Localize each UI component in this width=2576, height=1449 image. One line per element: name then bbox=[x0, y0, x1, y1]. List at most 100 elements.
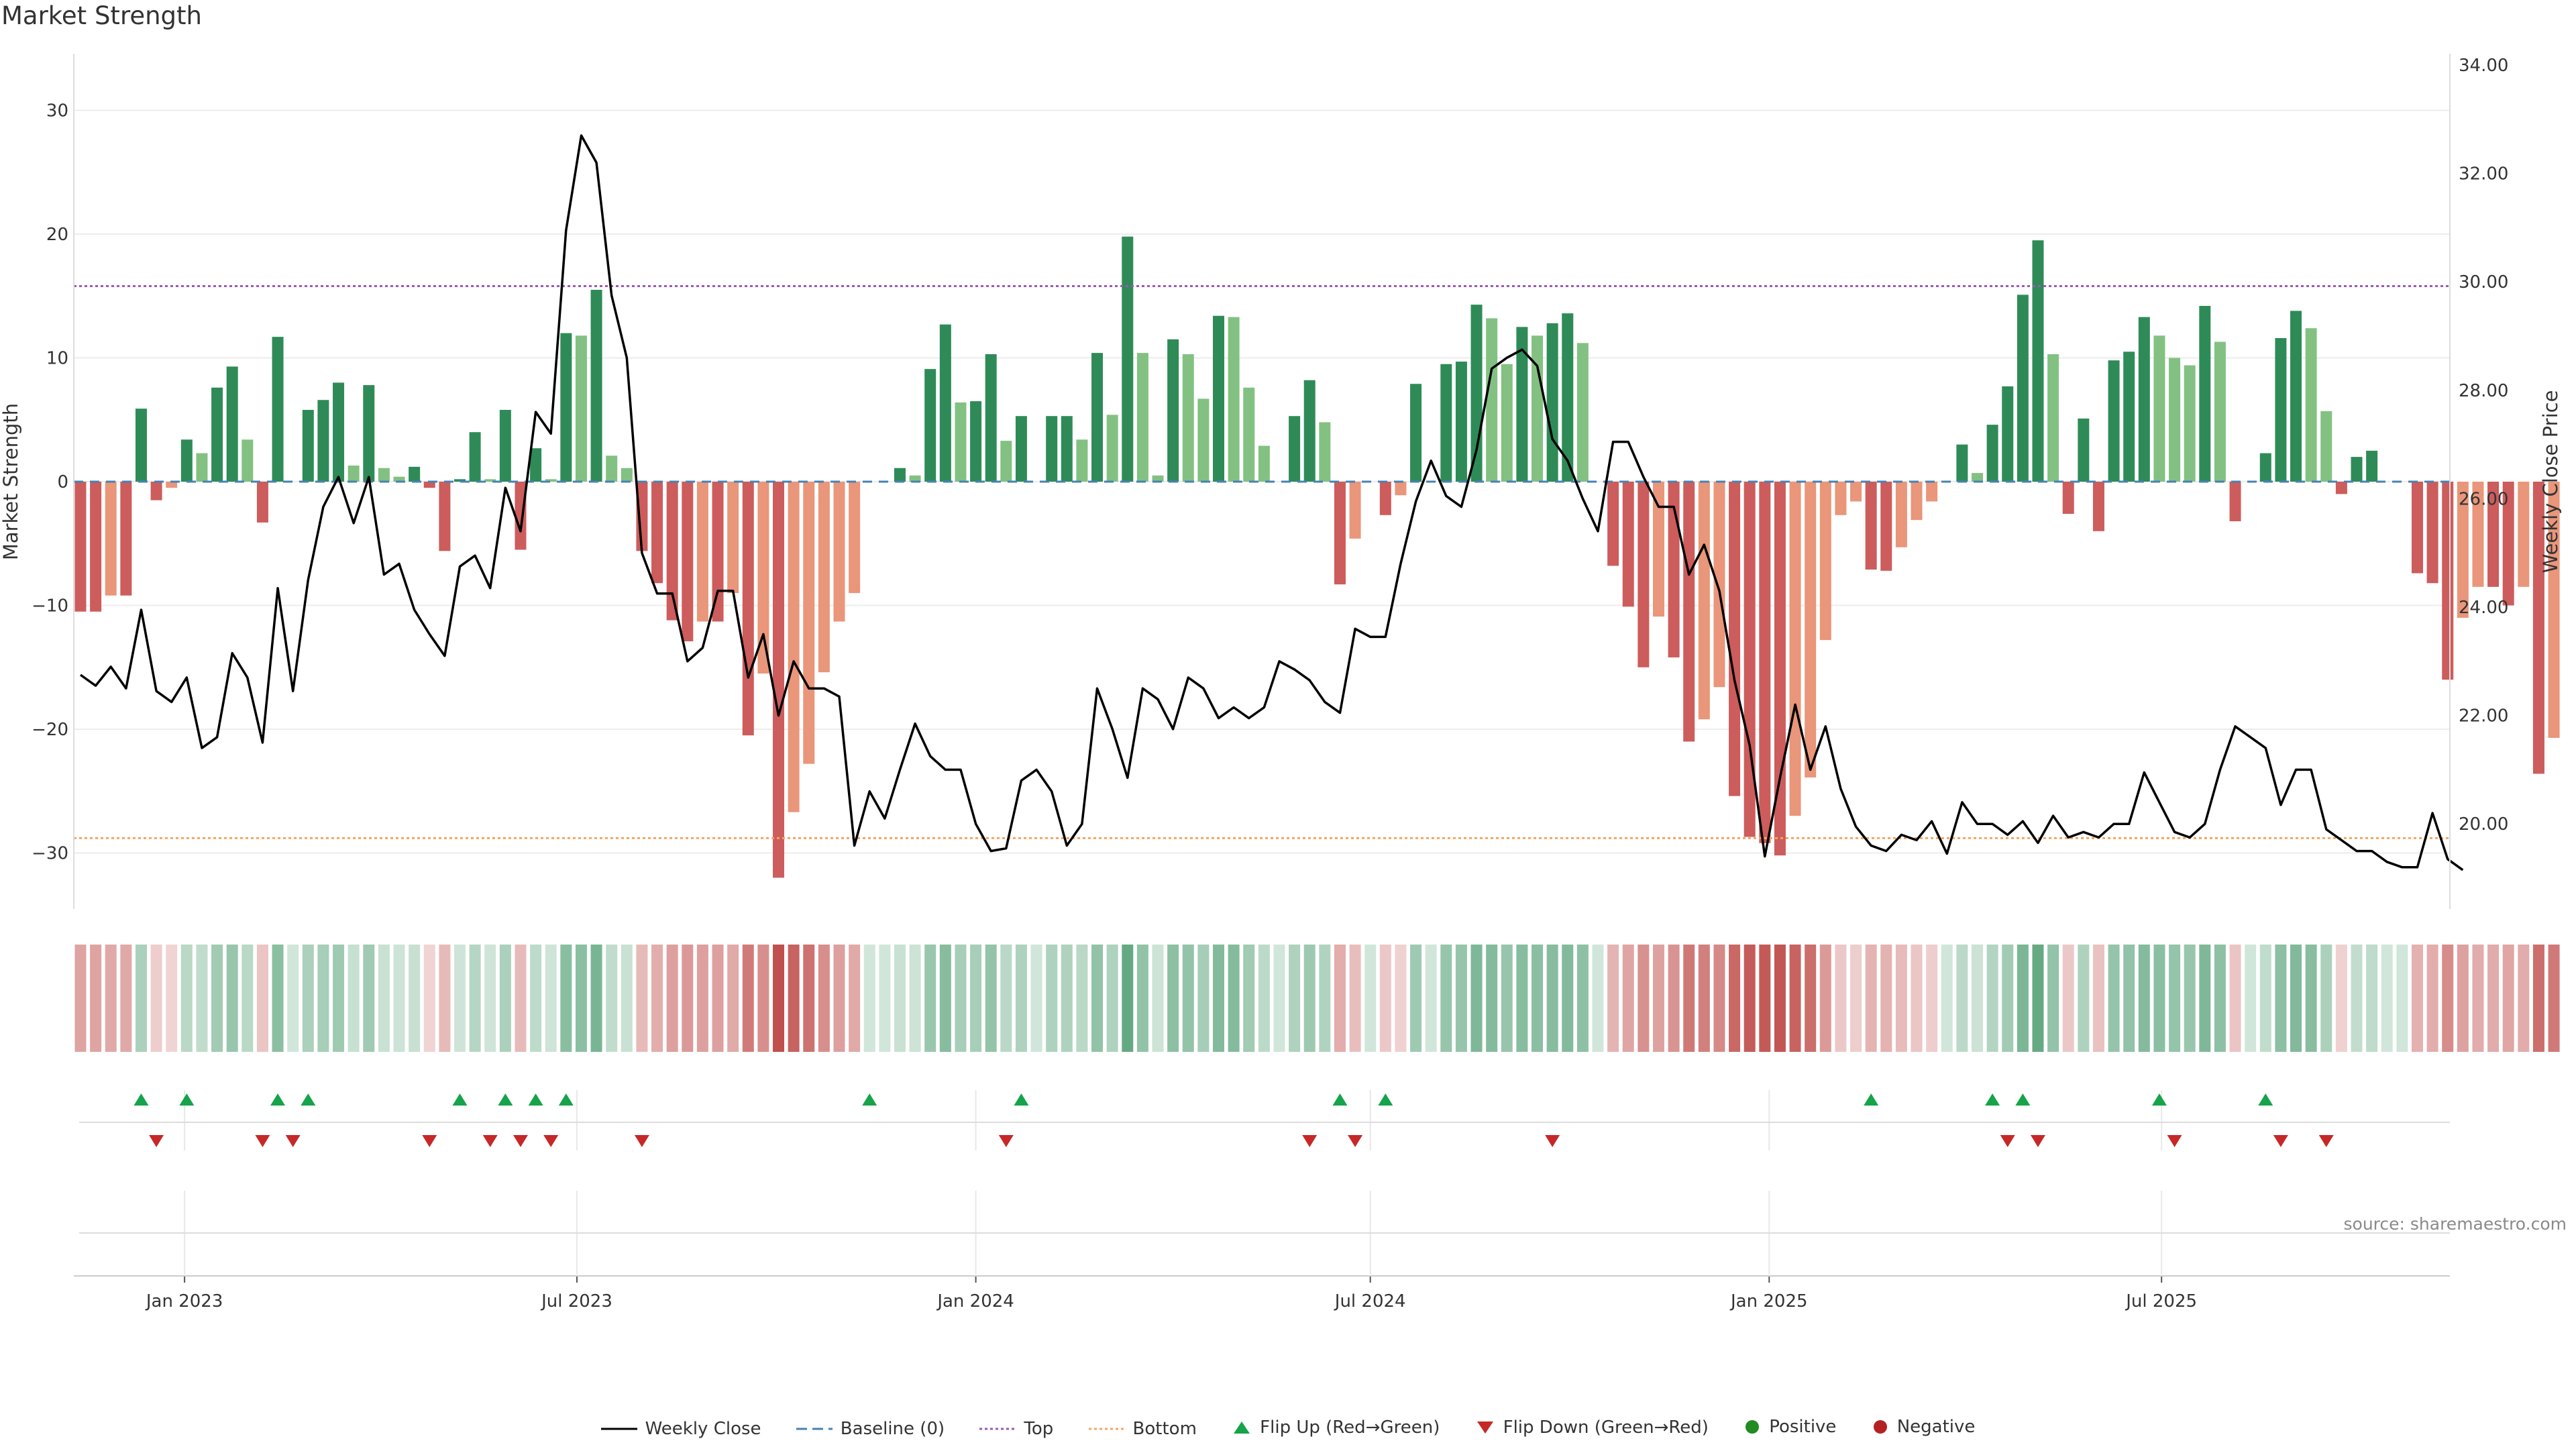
triangle-down-icon bbox=[1477, 1421, 1493, 1434]
heat-cell bbox=[2259, 945, 2271, 1052]
flip-down-marker bbox=[255, 1135, 270, 1147]
heat-cell bbox=[1303, 945, 1316, 1052]
strength-bar bbox=[2320, 411, 2332, 482]
heat-cell bbox=[1532, 945, 1544, 1052]
strength-bar bbox=[833, 482, 845, 622]
strength-bar bbox=[1486, 318, 1498, 482]
heat-cell bbox=[833, 945, 845, 1052]
strength-bar bbox=[484, 479, 496, 482]
strength-bar bbox=[1850, 482, 1862, 502]
x-tick-label: Jan 2025 bbox=[1729, 1291, 1808, 1311]
heat-cell bbox=[2078, 945, 2090, 1052]
strength-bar bbox=[1819, 482, 1831, 641]
flip-down-marker bbox=[1302, 1135, 1318, 1147]
heat-cell bbox=[2108, 945, 2120, 1052]
strength-bar bbox=[1516, 327, 1528, 482]
heat-cell bbox=[1986, 945, 1998, 1052]
strength-bar bbox=[515, 482, 527, 550]
strength-bar bbox=[454, 479, 466, 482]
heat-cell bbox=[2426, 945, 2438, 1052]
strength-bar bbox=[90, 482, 102, 612]
heat-cell bbox=[423, 945, 435, 1052]
heat-cell bbox=[2138, 945, 2150, 1052]
strength-bar bbox=[2305, 328, 2317, 482]
heat-cell bbox=[2047, 945, 2059, 1052]
strength-bar bbox=[180, 439, 193, 482]
y-tick-label: 20 bbox=[46, 225, 68, 245]
weekly-close-line bbox=[79, 134, 2464, 871]
heat-cell bbox=[1819, 945, 1831, 1052]
strength-bar bbox=[1546, 323, 1558, 482]
flip-down-marker bbox=[2000, 1135, 2015, 1147]
x-tick-label: Jan 2023 bbox=[145, 1291, 223, 1311]
strength-bar bbox=[1622, 482, 1634, 607]
heat-cell bbox=[1713, 945, 1725, 1052]
strength-bar bbox=[1683, 482, 1695, 742]
heat-cell bbox=[545, 945, 557, 1052]
legend-item-top: Top bbox=[979, 1419, 1053, 1439]
heat-cell bbox=[2062, 945, 2074, 1052]
strength-bar bbox=[530, 448, 542, 482]
legend-item-baseline: Baseline (0) bbox=[796, 1419, 945, 1439]
legend-item-positive: Positive bbox=[1743, 1417, 1836, 1437]
strength-bar bbox=[939, 324, 951, 482]
flip-up-marker bbox=[1332, 1093, 1348, 1106]
strength-bar bbox=[423, 482, 435, 488]
reference-lines bbox=[74, 284, 2450, 839]
heat-cell bbox=[621, 945, 633, 1052]
heat-cell bbox=[1197, 945, 1210, 1052]
strength-bar bbox=[2002, 386, 2014, 482]
flip-up-marker bbox=[498, 1093, 513, 1106]
strength-bar bbox=[2092, 482, 2104, 531]
strength-bar bbox=[272, 337, 284, 482]
heat-cell bbox=[2002, 945, 2014, 1052]
strength-bar bbox=[1167, 339, 1179, 482]
heat-cell bbox=[590, 945, 602, 1052]
flip-up-marker bbox=[2015, 1093, 2031, 1106]
heat-cell bbox=[2396, 945, 2408, 1052]
y2-tick-label: 28.00 bbox=[2459, 381, 2508, 401]
heat-cell bbox=[1030, 945, 1042, 1052]
strength-bar bbox=[909, 475, 921, 482]
heat-cell bbox=[1880, 945, 1892, 1052]
heat-cell bbox=[256, 945, 268, 1052]
flip-up-marker bbox=[1864, 1093, 1879, 1106]
heat-cell bbox=[378, 945, 390, 1052]
strength-heat-strip bbox=[74, 945, 2560, 1052]
strength-bar bbox=[363, 385, 375, 482]
heat-cell bbox=[2275, 945, 2287, 1052]
source-credit: source: sharemaestro.com bbox=[2343, 1214, 2567, 1234]
flip-down-marker bbox=[513, 1135, 528, 1147]
chart-title: Market Strength bbox=[1, 1, 202, 30]
strength-bar bbox=[1061, 416, 1073, 482]
strength-bar bbox=[1136, 353, 1148, 482]
strength-bar bbox=[1000, 441, 1012, 482]
strength-bar bbox=[1182, 354, 1194, 482]
strength-bar bbox=[333, 382, 345, 482]
heat-cell bbox=[1046, 945, 1058, 1052]
flip-down-marker bbox=[1348, 1135, 1363, 1147]
heat-cell bbox=[74, 945, 87, 1052]
heat-cell bbox=[2032, 945, 2044, 1052]
strength-bar bbox=[606, 455, 618, 482]
strength-bar bbox=[2032, 240, 2044, 482]
heat-cell bbox=[2229, 945, 2241, 1052]
strength-bar bbox=[2062, 482, 2074, 514]
heat-cell bbox=[1334, 945, 1346, 1052]
heat-cell bbox=[924, 945, 936, 1052]
strength-bar bbox=[211, 387, 223, 482]
heat-cell bbox=[879, 945, 891, 1052]
heat-cell bbox=[1576, 945, 1589, 1052]
heat-cell bbox=[439, 945, 451, 1052]
strength-bar bbox=[1197, 398, 1210, 482]
strength-bar bbox=[1455, 362, 1467, 482]
strength-bar bbox=[2472, 482, 2484, 587]
strength-bar bbox=[2169, 358, 2181, 482]
heat-cell bbox=[1592, 945, 1604, 1052]
heat-cell bbox=[530, 945, 542, 1052]
line-dotted-icon bbox=[979, 1428, 1016, 1430]
strength-bar bbox=[666, 482, 678, 621]
heat-cell bbox=[1470, 945, 1483, 1052]
heat-cell bbox=[1774, 945, 1786, 1052]
strength-bar bbox=[439, 482, 451, 551]
